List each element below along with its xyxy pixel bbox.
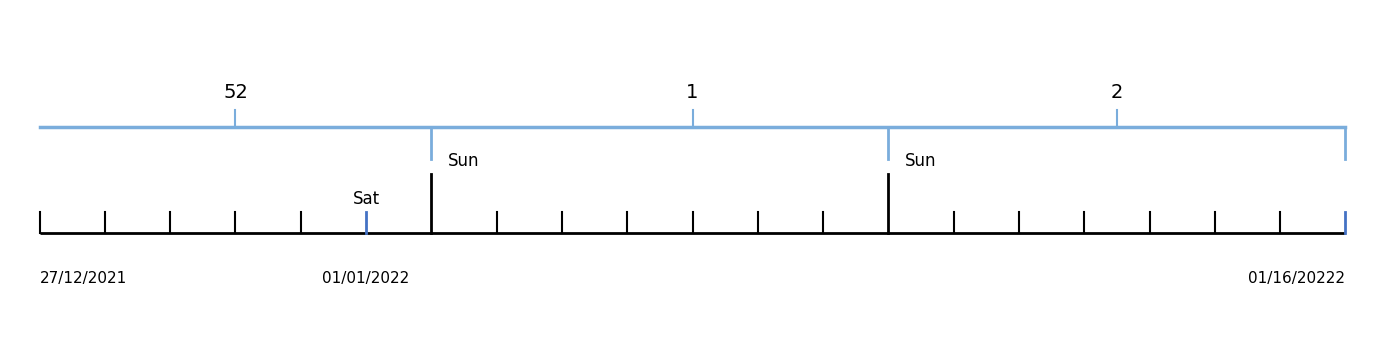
Text: 01/01/2022: 01/01/2022 xyxy=(323,271,410,286)
Text: 1: 1 xyxy=(687,83,698,102)
Text: 01/16/20222: 01/16/20222 xyxy=(1248,271,1345,286)
Text: Sat: Sat xyxy=(352,190,379,208)
Text: 2: 2 xyxy=(1111,83,1123,102)
Text: 52: 52 xyxy=(223,83,248,102)
Text: 27/12/2021: 27/12/2021 xyxy=(40,271,127,286)
Text: Sun: Sun xyxy=(906,152,936,170)
Text: Sun: Sun xyxy=(449,152,479,170)
